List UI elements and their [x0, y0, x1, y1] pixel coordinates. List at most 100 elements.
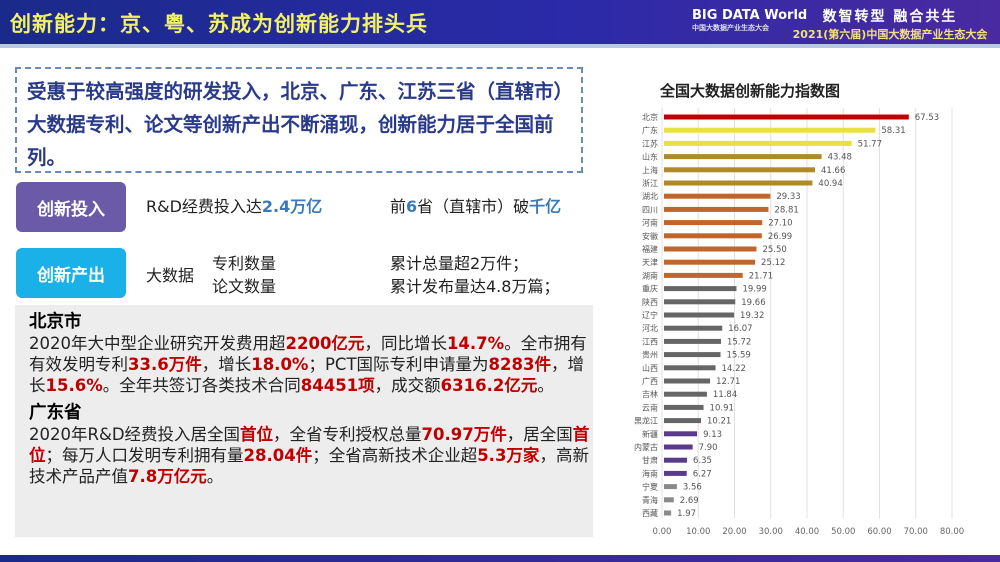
category-label: 广西 [642, 376, 658, 386]
data-label: 3.56 [683, 483, 702, 493]
bar [664, 365, 716, 371]
data-label: 27.10 [768, 219, 792, 229]
rd-investment: R&D经费投入达2.4万亿 [146, 193, 322, 217]
data-label: 9.13 [703, 430, 722, 440]
bar [664, 418, 702, 424]
bar [664, 193, 771, 199]
bar [664, 286, 737, 292]
highlight-value: 70.97万件 [421, 425, 507, 444]
bar [664, 352, 721, 358]
divider [0, 44, 1000, 48]
guangdong-text: 2020年R&D经费投入居全国首位，全省专利授权总量70.97万件，居全国首位；… [29, 424, 593, 487]
highlight-value: 8283件 [488, 355, 551, 374]
bar [664, 246, 757, 252]
conference-name: 2021(第六届)中国大数据产业生态大会 [792, 28, 988, 41]
paper-value: 累计发布量达4.8万篇； [390, 277, 560, 296]
x-tick-label: 30.00 [759, 527, 783, 537]
bar [664, 272, 743, 278]
highlight-value: 7.8万亿元 [128, 467, 207, 486]
data-label: 16.07 [728, 324, 752, 334]
data-label: 14.22 [722, 364, 746, 374]
rd-value: 2.4万亿 [261, 197, 323, 216]
bar [664, 497, 674, 503]
category-label: 陕西 [642, 297, 658, 307]
highlight-value: 首位 [29, 425, 590, 465]
category-label: 黑龙江 [634, 416, 658, 426]
data-label: 21.71 [749, 271, 773, 281]
value: 6 [406, 197, 418, 216]
text-segment: 。全年共签订各类技术合同 [102, 376, 301, 395]
data-label: 15.72 [727, 337, 751, 347]
x-tick-label: 40.00 [795, 527, 819, 537]
x-tick-label: 70.00 [904, 527, 928, 537]
text: 前 [390, 197, 407, 216]
text-segment: ；全省高新技术企业超 [312, 446, 478, 465]
data-label: 51.77 [858, 139, 882, 149]
highlight-value: 33.6万件 [128, 355, 202, 374]
x-tick-label: 60.00 [867, 527, 891, 537]
data-label: 25.50 [762, 245, 786, 255]
beijing-text: 2020年大中型企业研究开发费用超2200亿元，同比增长14.7%。全市拥有有效… [29, 333, 593, 396]
category-label: 上海 [642, 165, 658, 175]
category-label: 甘肃 [642, 455, 658, 465]
data-label: 11.84 [713, 390, 737, 400]
data-label: 15.59 [727, 351, 751, 361]
logo-text: BIG DATA World [692, 8, 808, 23]
text-segment: ；PCT国际专利申请量为 [308, 355, 489, 374]
category-label: 四川 [642, 205, 658, 214]
data-label: 28.81 [774, 205, 798, 215]
data-label: 19.32 [740, 311, 764, 321]
header-bar: 创新能力：京、粤、苏成为创新能力排头兵 BIG DATA World 中国大数据… [0, 0, 1000, 44]
beijing-title: 北京市 [29, 312, 82, 332]
text-segment: 。 [537, 376, 554, 395]
category-label: 安徽 [642, 231, 658, 241]
value: 千亿 [529, 197, 562, 216]
bar [664, 338, 721, 344]
text-segment: ，增长 [201, 355, 252, 374]
bar [664, 140, 852, 146]
bar [664, 220, 763, 226]
bar [664, 206, 769, 212]
category-label: 云南 [642, 402, 658, 412]
data-label: 6.27 [693, 469, 712, 479]
bar [664, 167, 816, 173]
bar [664, 378, 711, 384]
slogan-text: 数智转型 融合共生 [822, 9, 958, 25]
text-segment: ；每万人口发明专利拥有量 [45, 446, 244, 465]
slogan: 数智转型 融合共生 2021(第六届)中国大数据产业生态大会 [790, 6, 990, 42]
data-label: 29.33 [776, 192, 800, 202]
patent-label: 专利数量 [212, 254, 277, 273]
category-label: 内蒙古 [634, 442, 658, 452]
x-tick-label: 20.00 [722, 527, 746, 537]
bar [664, 391, 707, 397]
input-badge: 创新投入 [16, 182, 126, 232]
category-label: 浙江 [642, 178, 658, 188]
category-label: 海南 [642, 468, 658, 478]
patent-value: 累计总量超2万件； [390, 254, 529, 273]
summary-box: 受惠于较高强度的研发投入，北京、广东、江苏三省（直辖市）大数据专利、论文等创新产… [15, 67, 583, 173]
text-segment: ，增长 [29, 355, 584, 395]
category-label: 北京 [642, 112, 658, 122]
data-label: 41.66 [821, 166, 845, 176]
text-segment: ，同比增长 [364, 334, 447, 353]
category-label: 贵州 [642, 350, 658, 360]
text-segment: 。全市拥有有效发明专利 [29, 334, 587, 374]
text-segment: ，全省专利授权总量 [273, 425, 422, 444]
category-label: 山西 [642, 363, 658, 373]
category-label: 重庆 [642, 284, 658, 294]
data-label: 6.35 [693, 456, 712, 466]
data-label: 1.97 [677, 509, 696, 519]
data-label: 19.66 [741, 298, 765, 308]
highlight-value: 28.04件 [243, 446, 313, 465]
text-segment: 2020年R&D经费投入居全国 [29, 425, 241, 444]
highlight-value: 84451项 [300, 376, 375, 395]
category-label: 广东 [642, 125, 658, 135]
bar [664, 325, 723, 331]
category-label: 江西 [642, 337, 658, 346]
category-label: 辽宁 [642, 310, 658, 320]
highlight-value: 6316.2亿元 [440, 376, 538, 395]
bar [664, 404, 704, 410]
bar [664, 312, 735, 318]
bar [664, 154, 822, 160]
category-label: 江苏 [642, 138, 658, 148]
